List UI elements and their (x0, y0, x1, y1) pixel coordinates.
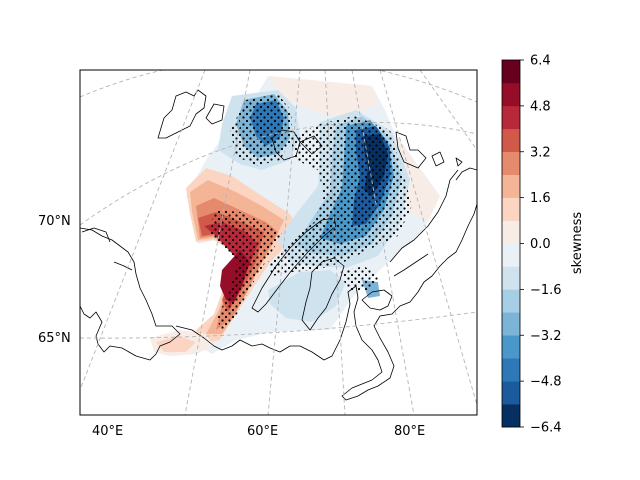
colorbar-tick-label: 4.8 (530, 99, 551, 114)
colorbar-level-5 (502, 289, 520, 313)
warm-patch-north (270, 76, 378, 118)
warm-patch-south-2 (156, 336, 196, 352)
colorbar-tick-label: 0.0 (530, 237, 551, 252)
stipple-north (230, 94, 292, 166)
colorbar-level-7 (502, 243, 520, 267)
colorbar-tick-label: 3.2 (530, 145, 551, 160)
colorbar-tick-label: 6.4 (530, 54, 551, 69)
graticule-lat-80 (230, 70, 430, 71)
graticule-lon-50 (184, 70, 251, 415)
colorbar-level-15 (502, 60, 520, 84)
graticule-lat-65 (80, 311, 477, 339)
coastline-severnaya (395, 131, 463, 169)
graticule-lon-60 (267, 70, 301, 415)
colorbar-tick-label: −4.8 (530, 375, 562, 390)
graticule (80, 70, 477, 415)
graticule-lon-40 (80, 70, 206, 391)
lon-label-60E: 60°E (247, 424, 278, 439)
colorbar-blocks (502, 60, 520, 428)
colorbar-level-9 (502, 197, 520, 221)
lat-label-70N: 70°N (38, 214, 71, 229)
colorbar-label: skewness (570, 212, 585, 274)
graticule-lat-70 (80, 122, 477, 226)
colorbar-level-2 (502, 358, 520, 382)
colorbar-level-4 (502, 312, 520, 336)
coastline (80, 89, 477, 401)
warm-patch-east (395, 135, 440, 222)
graticule-lon-70 (324, 70, 346, 415)
coastline-mainland (80, 167, 477, 401)
lat-label-65N: 65°N (38, 331, 71, 346)
stipple-east (268, 116, 412, 276)
colorbar-level-12 (502, 128, 520, 153)
colorbar-level-11 (502, 151, 520, 175)
lon-label-80E: 80°E (394, 424, 425, 439)
coastline-gydan (361, 289, 393, 311)
colorbar-level-3 (502, 335, 520, 359)
graticule-lon-90 (379, 70, 477, 406)
colorbar-tick-label: 1.6 (530, 191, 551, 206)
stipple-west (210, 210, 282, 330)
colorbar-level-6 (502, 266, 520, 290)
coastline-taymyr (389, 169, 459, 277)
graticule-lon-80 (351, 70, 415, 415)
graticule-lon-100 (419, 70, 477, 151)
lon-label-40E: 40°E (92, 424, 123, 439)
coastline-kola (81, 227, 133, 271)
colorbar: 6.4 4.8 3.2 1.6 0.0 −1.6 −3.2 −4.8 −6.4 skewness (501, 54, 585, 436)
colorbar-tick-label: −1.6 (530, 283, 562, 298)
colorbar-tick-label: −6.4 (530, 421, 562, 436)
coastline-yamal (301, 257, 345, 331)
coastline-franzjosef (271, 129, 323, 161)
coastline-svalbard (157, 89, 225, 139)
coastline-novayazemlya (251, 217, 337, 313)
blue-patch-south (268, 270, 346, 322)
colorbar-level-13 (502, 105, 520, 130)
colorbar-level-0 (502, 404, 520, 428)
colorbar-tick-label: −3.2 (530, 329, 562, 344)
stippling (210, 94, 412, 330)
colorbar-level-14 (502, 82, 520, 107)
map-frame (79, 69, 478, 416)
colorbar-level-10 (502, 174, 520, 198)
map-axes: 70°N 65°N 40°E 60°E 80°E (38, 69, 478, 439)
colorbar-level-1 (502, 381, 520, 405)
stipple-south (340, 266, 380, 292)
colorbar-level-8 (502, 220, 520, 244)
colorbar-ticks: 6.4 4.8 3.2 1.6 0.0 −1.6 −3.2 −4.8 −6.4 (520, 54, 562, 436)
